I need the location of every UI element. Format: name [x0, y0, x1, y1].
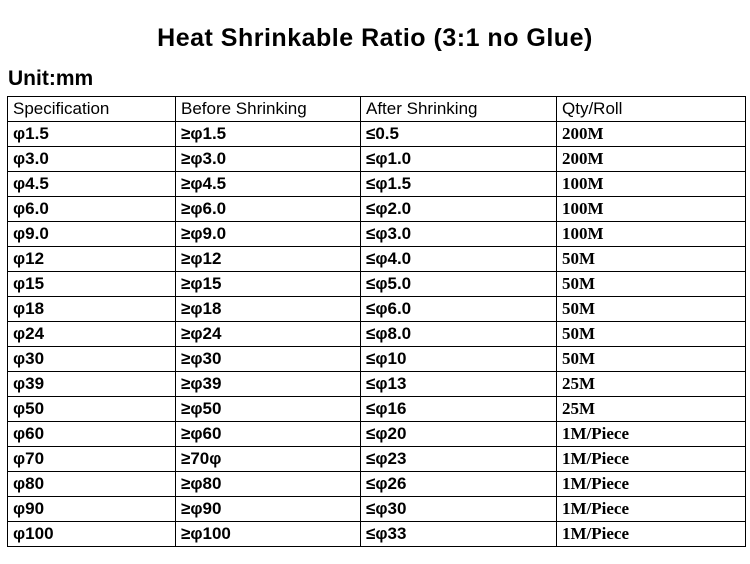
table-row: φ15 ≥φ15 ≤φ5.0 50M — [7, 271, 746, 297]
cell-before-shrinking: ≥φ12 — [175, 246, 361, 272]
table-row: φ100 ≥φ100 ≤φ33 1M/Piece — [7, 521, 746, 547]
cell-after-shrinking: ≤φ20 — [360, 421, 557, 447]
cell-qty-roll: 100M — [556, 171, 746, 197]
cell-specification: φ24 — [7, 321, 176, 347]
table-row: φ70 ≥70φ ≤φ23 1M/Piece — [7, 446, 746, 472]
cell-specification: φ39 — [7, 371, 176, 397]
cell-after-shrinking: ≤φ5.0 — [360, 271, 557, 297]
cell-specification: φ9.0 — [7, 221, 176, 247]
table-row: φ12 ≥φ12 ≤φ4.0 50M — [7, 246, 746, 272]
table-row: φ4.5 ≥φ4.5 ≤φ1.5 100M — [7, 171, 746, 197]
cell-specification: φ100 — [7, 521, 176, 547]
column-header-specification: Specification — [7, 96, 176, 122]
cell-specification: φ12 — [7, 246, 176, 272]
cell-qty-roll: 1M/Piece — [556, 521, 746, 547]
table-row: φ1.5 ≥φ1.5 ≤0.5 200M — [7, 121, 746, 147]
cell-specification: φ15 — [7, 271, 176, 297]
cell-specification: φ1.5 — [7, 121, 176, 147]
cell-before-shrinking: ≥φ60 — [175, 421, 361, 447]
cell-qty-roll: 50M — [556, 321, 746, 347]
cell-after-shrinking: ≤φ30 — [360, 496, 557, 522]
cell-before-shrinking: ≥φ9.0 — [175, 221, 361, 247]
cell-specification: φ6.0 — [7, 196, 176, 222]
cell-before-shrinking: ≥φ24 — [175, 321, 361, 347]
cell-qty-roll: 50M — [556, 246, 746, 272]
cell-after-shrinking: ≤φ16 — [360, 396, 557, 422]
cell-qty-roll: 1M/Piece — [556, 421, 746, 447]
cell-before-shrinking: ≥φ39 — [175, 371, 361, 397]
cell-after-shrinking: ≤φ6.0 — [360, 296, 557, 322]
cell-specification: φ80 — [7, 471, 176, 497]
table-row: φ18 ≥φ18 ≤φ6.0 50M — [7, 296, 746, 322]
cell-after-shrinking: ≤φ26 — [360, 471, 557, 497]
table-row: φ24 ≥φ24 ≤φ8.0 50M — [7, 321, 746, 347]
cell-after-shrinking: ≤φ10 — [360, 346, 557, 372]
cell-specification: φ50 — [7, 396, 176, 422]
table-row: φ39 ≥φ39 ≤φ13 25M — [7, 371, 746, 397]
cell-before-shrinking: ≥φ100 — [175, 521, 361, 547]
column-header-after-shrinking: After Shrinking — [360, 96, 557, 122]
cell-after-shrinking: ≤φ8.0 — [360, 321, 557, 347]
table-row: φ3.0 ≥φ3.0 ≤φ1.0 200M — [7, 146, 746, 172]
cell-specification: φ3.0 — [7, 146, 176, 172]
cell-before-shrinking: ≥φ30 — [175, 346, 361, 372]
cell-before-shrinking: ≥φ1.5 — [175, 121, 361, 147]
cell-before-shrinking: ≥φ50 — [175, 396, 361, 422]
cell-before-shrinking: ≥φ6.0 — [175, 196, 361, 222]
unit-label: Unit:mm — [8, 67, 94, 90]
cell-qty-roll: 200M — [556, 146, 746, 172]
cell-qty-roll: 25M — [556, 371, 746, 397]
table-row: φ9.0 ≥φ9.0 ≤φ3.0 100M — [7, 221, 746, 247]
cell-before-shrinking: ≥φ90 — [175, 496, 361, 522]
cell-after-shrinking: ≤φ3.0 — [360, 221, 557, 247]
cell-after-shrinking: ≤φ23 — [360, 446, 557, 472]
cell-before-shrinking: ≥φ18 — [175, 296, 361, 322]
table-body: φ1.5 ≥φ1.5 ≤0.5 200M φ3.0 ≥φ3.0 ≤φ1.0 200M φ4.5 ≥… — [7, 121, 746, 547]
cell-qty-roll: 100M — [556, 196, 746, 222]
cell-specification: φ30 — [7, 346, 176, 372]
cell-specification: φ18 — [7, 296, 176, 322]
table-row: φ80 ≥φ80 ≤φ26 1M/Piece — [7, 471, 746, 497]
cell-after-shrinking: ≤φ1.0 — [360, 146, 557, 172]
cell-after-shrinking: ≤φ1.5 — [360, 171, 557, 197]
cell-specification: φ90 — [7, 496, 176, 522]
cell-after-shrinking: ≤φ4.0 — [360, 246, 557, 272]
cell-qty-roll: 1M/Piece — [556, 471, 746, 497]
table-row: φ60 ≥φ60 ≤φ20 1M/Piece — [7, 421, 746, 447]
cell-after-shrinking: ≤φ13 — [360, 371, 557, 397]
cell-qty-roll: 100M — [556, 221, 746, 247]
spec-table: Specification Before Shrinking After Shr… — [7, 96, 746, 547]
cell-specification: φ70 — [7, 446, 176, 472]
cell-before-shrinking: ≥φ15 — [175, 271, 361, 297]
page-title: Heat Shrinkable Ratio (3:1 no Glue) — [157, 24, 593, 52]
cell-qty-roll: 50M — [556, 346, 746, 372]
table-row: φ50 ≥φ50 ≤φ16 25M — [7, 396, 746, 422]
cell-qty-roll: 50M — [556, 296, 746, 322]
cell-before-shrinking: ≥φ3.0 — [175, 146, 361, 172]
table-header-row: Specification Before Shrinking After Shr… — [7, 96, 746, 122]
table-row: φ90 ≥φ90 ≤φ30 1M/Piece — [7, 496, 746, 522]
cell-before-shrinking: ≥70φ — [175, 446, 361, 472]
cell-qty-roll: 25M — [556, 396, 746, 422]
cell-qty-roll: 50M — [556, 271, 746, 297]
cell-after-shrinking: ≤φ2.0 — [360, 196, 557, 222]
cell-after-shrinking: ≤φ33 — [360, 521, 557, 547]
cell-qty-roll: 1M/Piece — [556, 496, 746, 522]
column-header-qty-roll: Qty/Roll — [556, 96, 746, 122]
table-row: φ30 ≥φ30 ≤φ10 50M — [7, 346, 746, 372]
cell-after-shrinking: ≤0.5 — [360, 121, 557, 147]
cell-before-shrinking: ≥φ80 — [175, 471, 361, 497]
column-header-before-shrinking: Before Shrinking — [175, 96, 361, 122]
table-row: φ6.0 ≥φ6.0 ≤φ2.0 100M — [7, 196, 746, 222]
cell-specification: φ4.5 — [7, 171, 176, 197]
cell-qty-roll: 200M — [556, 121, 746, 147]
cell-specification: φ60 — [7, 421, 176, 447]
cell-before-shrinking: ≥φ4.5 — [175, 171, 361, 197]
cell-qty-roll: 1M/Piece — [556, 446, 746, 472]
